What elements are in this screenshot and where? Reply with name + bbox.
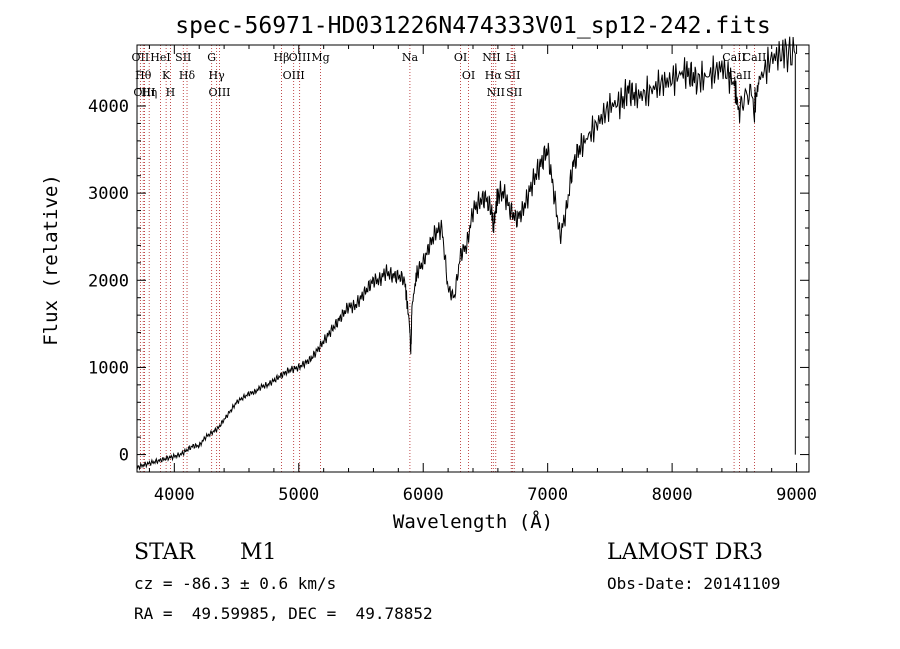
line-marker-label: NII	[487, 86, 505, 99]
y-tick-label: 4000	[88, 97, 129, 117]
x-tick-label: 7000	[527, 485, 568, 505]
coordinates: RA = 49.59985, DEC = 49.78852	[134, 604, 433, 623]
x-axis: 4000 5000 6000 7000 8000 9000	[148, 45, 817, 505]
x-tick-label: 6000	[403, 485, 444, 505]
object-class: STAR	[134, 540, 195, 565]
line-marker-label: HeI	[150, 51, 170, 64]
y-tick-label: 1000	[88, 358, 129, 378]
x-tick-label: 4000	[154, 485, 195, 505]
line-marker-label: SII	[175, 51, 191, 64]
line-marker-label: NII	[482, 51, 500, 64]
survey-name: LAMOST DR3	[607, 540, 763, 565]
y-tick-label: 2000	[88, 271, 129, 291]
x-axis-label: Wavelength (Å)	[393, 510, 553, 533]
line-marker-label: G	[207, 51, 216, 64]
line-marker-label: OIII	[133, 86, 155, 99]
line-marker-label: OIII	[289, 51, 311, 64]
line-marker-label: Li	[506, 51, 517, 64]
line-marker-label: Hγ	[209, 69, 226, 82]
line-marker-label: OI	[462, 69, 475, 82]
line-marker-label: SII	[506, 86, 522, 99]
obs-date: Obs-Date: 20141109	[607, 574, 781, 593]
line-marker-label: SII	[504, 69, 520, 82]
line-marker-label: OII	[132, 51, 150, 64]
line-marker-label: Hδ	[179, 69, 196, 82]
line-marker-label: Hβ	[274, 51, 290, 64]
line-marker-label: CaII	[743, 51, 767, 64]
y-axis-label: Flux (relative)	[40, 174, 62, 346]
line-marker-label: Na	[402, 51, 419, 64]
line-marker-label: Hα	[485, 69, 503, 82]
line-marker-label: K	[162, 69, 171, 82]
object-subclass: M1	[240, 540, 277, 565]
x-tick-label: 9000	[776, 485, 817, 505]
line-marker-label: Hη	[141, 86, 157, 99]
line-marker-label: CaII	[728, 69, 752, 82]
line-marker-label: OI	[454, 51, 467, 64]
line-marker-label: OIII	[208, 86, 230, 99]
y-axis: 0 1000 2000 3000 4000	[88, 53, 809, 473]
redshift-cz: cz = -86.3 ± 0.6 km/s	[134, 574, 337, 593]
x-tick-label: 5000	[278, 485, 319, 505]
plot-frame	[136, 44, 810, 473]
line-marker-label: OIII	[283, 69, 305, 82]
spectrum-line	[136, 36, 796, 471]
series-layer	[136, 36, 796, 471]
x-tick-label: 8000	[652, 485, 693, 505]
y-tick-label: 3000	[88, 184, 129, 204]
line-marker-label: Hθ	[135, 69, 152, 82]
line-marker-label: CaII	[722, 51, 746, 64]
line-marker-label: Mg	[311, 51, 329, 64]
y-tick-label: 0	[119, 446, 129, 466]
chart-title: spec-56971-HD031226N474333V01_sp12-242.f…	[175, 13, 770, 39]
line-marker-label: H	[166, 86, 176, 99]
